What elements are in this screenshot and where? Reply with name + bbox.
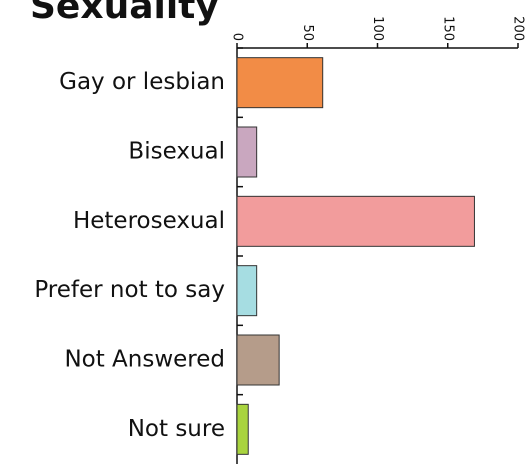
chart-title: Sexuality — [30, 0, 219, 27]
bar — [236, 195, 475, 247]
x-tick-label: 100 — [370, 16, 385, 41]
bar — [236, 334, 280, 386]
y-tick-label: Gay or lesbian — [59, 69, 225, 95]
y-tick-label: Not sure — [128, 416, 225, 442]
x-tick-label: 150 — [440, 16, 455, 41]
y-tick-label: Heterosexual — [73, 208, 225, 234]
bar — [236, 57, 324, 109]
bar — [236, 265, 258, 317]
x-tick-label: 50 — [300, 24, 315, 41]
bar — [236, 126, 258, 178]
y-tick-label: Not Answered — [64, 347, 225, 373]
bar — [236, 403, 249, 455]
x-tick-label: 200 — [511, 16, 525, 41]
y-tick-label: Prefer not to say — [34, 277, 225, 303]
y-tick-label: Bisexual — [128, 139, 225, 165]
x-tick-label: 0 — [230, 33, 245, 41]
